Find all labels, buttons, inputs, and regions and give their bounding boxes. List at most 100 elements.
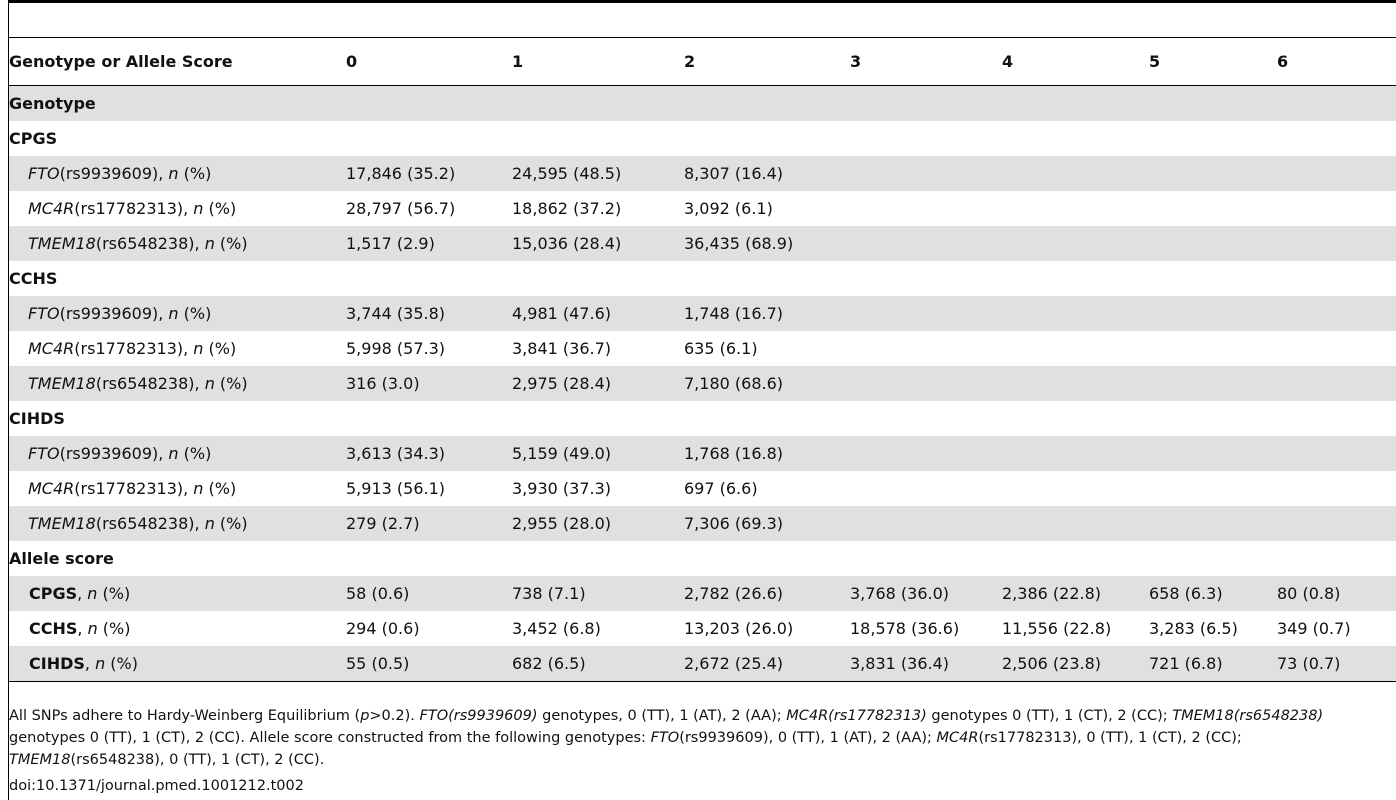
row-gene: CPGS xyxy=(29,584,78,603)
row-snp: (rs17782313), xyxy=(74,199,194,218)
row-n: n xyxy=(193,199,204,218)
table-cell xyxy=(850,331,1002,366)
table-cell: 2,506 (23.8) xyxy=(1002,646,1149,682)
section-label: CIHDS xyxy=(9,409,65,428)
table-footnote: All SNPs adhere to Hardy-Weinberg Equili… xyxy=(9,705,1396,771)
table-cell xyxy=(850,471,1002,506)
footnote-segment: (rs6548238), 0 (TT), 1 (CT), 2 (CC). xyxy=(70,752,325,768)
table-cell: 721 (6.8) xyxy=(1149,646,1277,682)
table-cell: 294 (0.6) xyxy=(346,619,420,638)
row-snp: (rs17782313), xyxy=(74,479,194,498)
footnote-segment: FTO xyxy=(650,730,680,746)
table-cell: 697 (6.6) xyxy=(684,479,758,498)
row-gene: TMEM18 xyxy=(28,234,96,253)
row-n: n xyxy=(87,584,98,603)
table-cell xyxy=(1277,156,1396,191)
header-score-4: 4 xyxy=(1002,52,1014,71)
header-score-5: 5 xyxy=(1149,52,1161,71)
table-cell xyxy=(1149,226,1277,261)
table-cell: 279 (2.7) xyxy=(346,506,512,541)
table-cell: 1,768 (16.8) xyxy=(684,436,850,471)
table-cell xyxy=(1149,296,1277,331)
table-row: TMEM18(rs6548238), n (%) 279 (2.7) 2,955 (… xyxy=(9,506,1396,541)
table-row: TMEM18(rs6548238), n (%) 1,517 (2.9) 15,03… xyxy=(9,226,1396,261)
section-label: CCHS xyxy=(9,269,58,288)
footnote-segment: (rs17782313), 0 (TT), 1 (CT), 2 (CC); xyxy=(978,730,1242,746)
row-gene: FTO xyxy=(28,304,60,323)
genotype-table: Genotype or Allele Score 0 1 2 3 4 5 6 Genotype… xyxy=(9,37,1396,682)
header-score-6: 6 xyxy=(1277,52,1289,71)
row-label: TMEM18(rs6548238), n (%) xyxy=(9,366,346,401)
table-row: FTO(rs9939609), n (%) 3,744 (35.8) 4,981 (… xyxy=(9,296,1396,331)
row-pct: (%) xyxy=(214,514,248,533)
table-row: TMEM18(rs6548238), n (%) 316 (3.0) 2,975 (… xyxy=(9,366,1396,401)
header-score-0: 0 xyxy=(346,52,358,71)
footnote-segment: All SNPs adhere to Hardy-Weinberg Equili… xyxy=(9,708,361,724)
row-snp: , xyxy=(77,619,88,638)
table-row: FTO(rs9939609), n (%) 3,613 (34.3) 5,159 (… xyxy=(9,436,1396,471)
row-n: n xyxy=(168,304,179,323)
table-cell xyxy=(1002,436,1149,471)
table-cell xyxy=(1149,471,1277,506)
table-header: Genotype or Allele Score 0 1 2 3 4 5 6 xyxy=(9,37,1396,86)
row-snp: (rs6548238), xyxy=(95,514,205,533)
row-label: MC4R(rs17782313), n (%) xyxy=(9,331,346,366)
row-pct: (%) xyxy=(97,619,131,638)
table-row: MC4R(rs17782313), n (%) 5,998 (57.3) 3,841… xyxy=(9,331,1396,366)
table-cell: 28,797 (56.7) xyxy=(346,199,456,218)
table-cell: 3,092 (6.1) xyxy=(684,199,773,218)
table-cell xyxy=(850,506,1002,541)
table-cell xyxy=(1149,331,1277,366)
row-gene: TMEM18 xyxy=(28,514,96,533)
row-label: MC4R(rs17782313), n (%) xyxy=(9,191,346,226)
row-snp: (rs17782313), xyxy=(74,339,194,358)
row-snp: (rs9939609), xyxy=(59,164,169,183)
table-cell xyxy=(1002,471,1149,506)
table-cell xyxy=(1277,506,1396,541)
table-cell: 682 (6.5) xyxy=(512,646,684,682)
footnote-segment: MC4R xyxy=(936,730,979,746)
row-pct: (%) xyxy=(203,199,237,218)
table-cell: 80 (0.8) xyxy=(1277,576,1396,611)
table-cell: 3,831 (36.4) xyxy=(850,646,1002,682)
section-row: Genotype xyxy=(9,85,1396,121)
table-cell: 11,556 (22.8) xyxy=(1002,619,1112,638)
table-cell xyxy=(1277,471,1396,506)
row-n: n xyxy=(168,164,179,183)
table-cell: 316 (3.0) xyxy=(346,366,512,401)
table-cell: 73 (0.7) xyxy=(1277,646,1396,682)
table-cell xyxy=(1149,506,1277,541)
table-cell: 5,913 (56.1) xyxy=(346,479,445,498)
table-cell: 2,955 (28.0) xyxy=(512,506,684,541)
header-score-1: 1 xyxy=(512,52,524,71)
table-cell: 36,435 (68.9) xyxy=(684,226,850,261)
section-row: CPGS xyxy=(9,121,1396,156)
footnote-segment: genotypes 0 (TT), 1 (CT), 2 (CC). Allele… xyxy=(9,730,651,746)
table-cell: 3,452 (6.8) xyxy=(512,619,601,638)
row-label: CPGS, n (%) xyxy=(9,576,346,611)
row-label: FTO(rs9939609), n (%) xyxy=(9,296,346,331)
section-row: CCHS xyxy=(9,261,1396,296)
table-cell xyxy=(1002,296,1149,331)
table-cell xyxy=(1149,156,1277,191)
row-pct: (%) xyxy=(178,444,212,463)
table-cell: 3,930 (37.3) xyxy=(512,479,611,498)
table-cell xyxy=(1002,191,1149,226)
row-gene: FTO xyxy=(28,164,60,183)
table-cell: 7,306 (69.3) xyxy=(684,506,850,541)
table-cell: 1,748 (16.7) xyxy=(684,296,850,331)
row-pct: (%) xyxy=(178,304,212,323)
footnote-segment: MC4R(rs17782313) xyxy=(786,708,927,724)
section-label: Allele score xyxy=(9,549,114,568)
table-cell xyxy=(850,191,1002,226)
row-pct: (%) xyxy=(97,584,131,603)
table-cell xyxy=(850,436,1002,471)
row-pct: (%) xyxy=(203,339,237,358)
table-cell: 3,283 (6.5) xyxy=(1149,619,1238,638)
table-cell: 349 (0.7) xyxy=(1277,619,1351,638)
row-n: n xyxy=(95,654,106,673)
table-cell: 7,180 (68.6) xyxy=(684,366,850,401)
row-label: CCHS, n (%) xyxy=(9,611,346,646)
table-cell xyxy=(1149,436,1277,471)
table-cell: 2,975 (28.4) xyxy=(512,366,684,401)
